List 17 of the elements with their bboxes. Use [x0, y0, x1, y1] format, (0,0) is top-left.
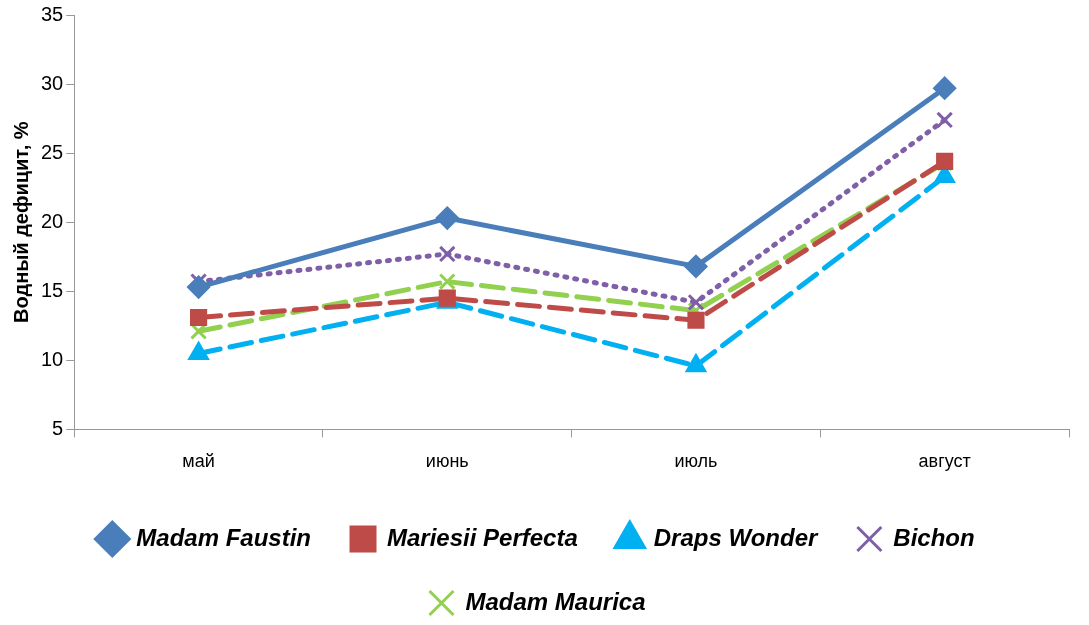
y-tick-label: 10	[41, 347, 64, 370]
y-tick-label: 25	[41, 140, 64, 163]
y-tick-label: 15	[41, 278, 64, 301]
y-tick-label: 5	[52, 416, 64, 439]
x-tick-label: май	[182, 451, 215, 472]
x-tick-label: август	[918, 451, 971, 472]
legend-label: Draps Wonder	[653, 523, 820, 551]
y-tick-label: 30	[41, 71, 64, 94]
legend-label: Bichon	[893, 523, 975, 551]
y-axis-title: Водный дефицит, %	[9, 121, 32, 323]
y-tick-label: 20	[41, 209, 64, 232]
y-tick-label: 35	[41, 2, 64, 25]
legend-label: Madam Faustin	[136, 523, 312, 551]
x-tick-label: июль	[674, 451, 718, 472]
x-tick-label: июнь	[425, 451, 469, 472]
legend-label: Mariesii Perfecta	[387, 523, 578, 551]
legend-label: Madam Maurica	[465, 587, 646, 615]
